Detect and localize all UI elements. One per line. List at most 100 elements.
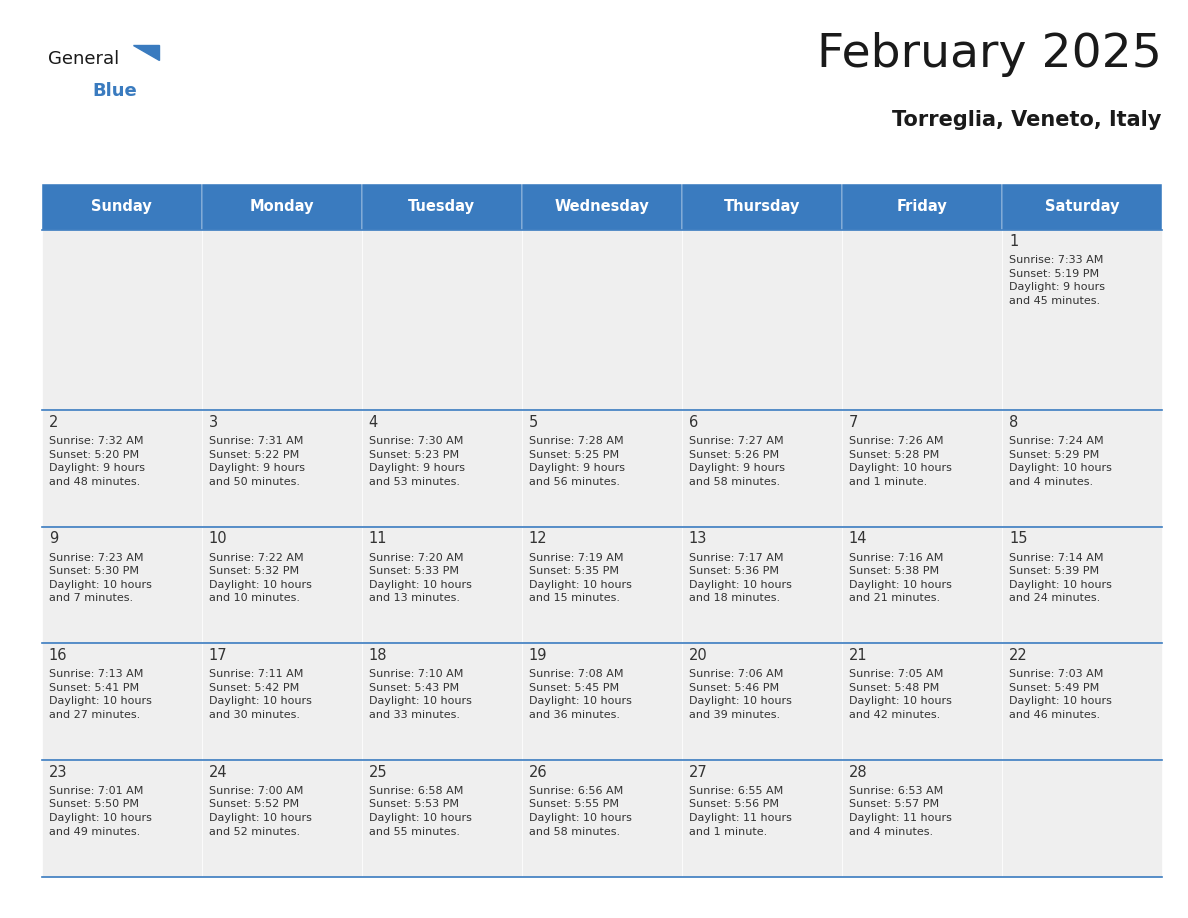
- Polygon shape: [133, 45, 159, 60]
- Text: 8: 8: [1009, 415, 1018, 430]
- Bar: [42, 644, 202, 760]
- Text: Blue: Blue: [93, 82, 138, 100]
- Bar: [522, 410, 682, 527]
- Bar: [522, 644, 682, 760]
- Bar: [202, 527, 361, 644]
- Bar: [0, 877, 1188, 918]
- Text: Sunrise: 7:19 AM
Sunset: 5:35 PM
Daylight: 10 hours
and 15 minutes.: Sunrise: 7:19 AM Sunset: 5:35 PM Dayligh…: [529, 553, 632, 603]
- Bar: [842, 527, 1001, 644]
- Bar: [842, 760, 1001, 877]
- Text: Sunrise: 7:33 AM
Sunset: 5:19 PM
Daylight: 9 hours
and 45 minutes.: Sunrise: 7:33 AM Sunset: 5:19 PM Dayligh…: [1009, 255, 1105, 306]
- Bar: [1001, 760, 1162, 877]
- Bar: [202, 410, 361, 527]
- Bar: [361, 184, 522, 230]
- Text: General: General: [48, 50, 119, 69]
- Text: Sunrise: 7:16 AM
Sunset: 5:38 PM
Daylight: 10 hours
and 21 minutes.: Sunrise: 7:16 AM Sunset: 5:38 PM Dayligh…: [849, 553, 952, 603]
- Text: 3: 3: [209, 415, 217, 430]
- Text: Sunrise: 7:26 AM
Sunset: 5:28 PM
Daylight: 10 hours
and 1 minute.: Sunrise: 7:26 AM Sunset: 5:28 PM Dayligh…: [849, 436, 952, 487]
- Bar: [202, 760, 361, 877]
- Bar: [682, 410, 842, 527]
- Bar: [361, 230, 522, 410]
- Bar: [842, 230, 1001, 410]
- Text: 2: 2: [49, 415, 58, 430]
- Bar: [42, 760, 202, 877]
- Bar: [522, 184, 682, 230]
- Text: Sunrise: 7:32 AM
Sunset: 5:20 PM
Daylight: 9 hours
and 48 minutes.: Sunrise: 7:32 AM Sunset: 5:20 PM Dayligh…: [49, 436, 145, 487]
- Bar: [522, 760, 682, 877]
- Text: Saturday: Saturday: [1044, 199, 1119, 214]
- Text: Sunrise: 7:17 AM
Sunset: 5:36 PM
Daylight: 10 hours
and 18 minutes.: Sunrise: 7:17 AM Sunset: 5:36 PM Dayligh…: [689, 553, 791, 603]
- Text: 12: 12: [529, 532, 548, 546]
- Text: Sunrise: 7:23 AM
Sunset: 5:30 PM
Daylight: 10 hours
and 7 minutes.: Sunrise: 7:23 AM Sunset: 5:30 PM Dayligh…: [49, 553, 152, 603]
- Text: Sunrise: 7:05 AM
Sunset: 5:48 PM
Daylight: 10 hours
and 42 minutes.: Sunrise: 7:05 AM Sunset: 5:48 PM Dayligh…: [849, 669, 952, 720]
- Text: 20: 20: [689, 648, 708, 663]
- Bar: [842, 644, 1001, 760]
- Text: 14: 14: [849, 532, 867, 546]
- Bar: [361, 527, 522, 644]
- Bar: [682, 184, 842, 230]
- Text: Sunrise: 7:00 AM
Sunset: 5:52 PM
Daylight: 10 hours
and 52 minutes.: Sunrise: 7:00 AM Sunset: 5:52 PM Dayligh…: [209, 786, 311, 836]
- Text: Sunrise: 7:14 AM
Sunset: 5:39 PM
Daylight: 10 hours
and 24 minutes.: Sunrise: 7:14 AM Sunset: 5:39 PM Dayligh…: [1009, 553, 1112, 603]
- Text: 18: 18: [368, 648, 387, 663]
- Text: 15: 15: [1009, 532, 1028, 546]
- Text: Friday: Friday: [897, 199, 947, 214]
- Text: 13: 13: [689, 532, 707, 546]
- Text: 27: 27: [689, 765, 708, 779]
- Bar: [202, 644, 361, 760]
- Text: 7: 7: [849, 415, 858, 430]
- Bar: [1001, 184, 1162, 230]
- Text: Sunrise: 7:24 AM
Sunset: 5:29 PM
Daylight: 10 hours
and 4 minutes.: Sunrise: 7:24 AM Sunset: 5:29 PM Dayligh…: [1009, 436, 1112, 487]
- Bar: [202, 184, 361, 230]
- Text: 5: 5: [529, 415, 538, 430]
- Text: Sunrise: 7:10 AM
Sunset: 5:43 PM
Daylight: 10 hours
and 33 minutes.: Sunrise: 7:10 AM Sunset: 5:43 PM Dayligh…: [368, 669, 472, 720]
- Text: February 2025: February 2025: [817, 32, 1162, 77]
- Text: 21: 21: [849, 648, 867, 663]
- Text: 10: 10: [209, 532, 227, 546]
- Bar: [361, 410, 522, 527]
- Bar: [522, 230, 682, 410]
- Bar: [42, 527, 202, 644]
- Text: 4: 4: [368, 415, 378, 430]
- Bar: [42, 410, 202, 527]
- Text: 1: 1: [1009, 234, 1018, 249]
- Bar: [42, 230, 202, 410]
- Text: Sunrise: 7:28 AM
Sunset: 5:25 PM
Daylight: 9 hours
and 56 minutes.: Sunrise: 7:28 AM Sunset: 5:25 PM Dayligh…: [529, 436, 625, 487]
- Bar: [522, 527, 682, 644]
- Bar: [682, 230, 842, 410]
- Text: 22: 22: [1009, 648, 1028, 663]
- Text: Thursday: Thursday: [723, 199, 800, 214]
- Text: Sunrise: 6:56 AM
Sunset: 5:55 PM
Daylight: 10 hours
and 58 minutes.: Sunrise: 6:56 AM Sunset: 5:55 PM Dayligh…: [529, 786, 632, 836]
- Text: 9: 9: [49, 532, 58, 546]
- Bar: [42, 184, 202, 230]
- Text: 24: 24: [209, 765, 227, 779]
- Text: 17: 17: [209, 648, 227, 663]
- Text: Sunrise: 7:03 AM
Sunset: 5:49 PM
Daylight: 10 hours
and 46 minutes.: Sunrise: 7:03 AM Sunset: 5:49 PM Dayligh…: [1009, 669, 1112, 720]
- Bar: [1001, 644, 1162, 760]
- Bar: [1001, 230, 1162, 410]
- Text: Sunrise: 7:11 AM
Sunset: 5:42 PM
Daylight: 10 hours
and 30 minutes.: Sunrise: 7:11 AM Sunset: 5:42 PM Dayligh…: [209, 669, 311, 720]
- Text: Monday: Monday: [249, 199, 314, 214]
- Text: 19: 19: [529, 648, 548, 663]
- Bar: [361, 760, 522, 877]
- Text: Sunrise: 6:58 AM
Sunset: 5:53 PM
Daylight: 10 hours
and 55 minutes.: Sunrise: 6:58 AM Sunset: 5:53 PM Dayligh…: [368, 786, 472, 836]
- Bar: [682, 527, 842, 644]
- Bar: [842, 410, 1001, 527]
- Text: Sunrise: 7:22 AM
Sunset: 5:32 PM
Daylight: 10 hours
and 10 minutes.: Sunrise: 7:22 AM Sunset: 5:32 PM Dayligh…: [209, 553, 311, 603]
- Text: 26: 26: [529, 765, 548, 779]
- Text: Sunrise: 7:08 AM
Sunset: 5:45 PM
Daylight: 10 hours
and 36 minutes.: Sunrise: 7:08 AM Sunset: 5:45 PM Dayligh…: [529, 669, 632, 720]
- Text: 6: 6: [689, 415, 699, 430]
- Text: Sunrise: 7:13 AM
Sunset: 5:41 PM
Daylight: 10 hours
and 27 minutes.: Sunrise: 7:13 AM Sunset: 5:41 PM Dayligh…: [49, 669, 152, 720]
- Text: Sunrise: 7:31 AM
Sunset: 5:22 PM
Daylight: 9 hours
and 50 minutes.: Sunrise: 7:31 AM Sunset: 5:22 PM Dayligh…: [209, 436, 305, 487]
- Text: Sunday: Sunday: [91, 199, 152, 214]
- Text: Wednesday: Wednesday: [555, 199, 649, 214]
- Bar: [682, 760, 842, 877]
- Text: Tuesday: Tuesday: [409, 199, 475, 214]
- Text: 16: 16: [49, 648, 68, 663]
- Text: Sunrise: 7:30 AM
Sunset: 5:23 PM
Daylight: 9 hours
and 53 minutes.: Sunrise: 7:30 AM Sunset: 5:23 PM Dayligh…: [368, 436, 465, 487]
- Text: 11: 11: [368, 532, 387, 546]
- Text: 28: 28: [849, 765, 867, 779]
- Text: Sunrise: 7:06 AM
Sunset: 5:46 PM
Daylight: 10 hours
and 39 minutes.: Sunrise: 7:06 AM Sunset: 5:46 PM Dayligh…: [689, 669, 791, 720]
- Text: Sunrise: 7:01 AM
Sunset: 5:50 PM
Daylight: 10 hours
and 49 minutes.: Sunrise: 7:01 AM Sunset: 5:50 PM Dayligh…: [49, 786, 152, 836]
- Bar: [1001, 527, 1162, 644]
- Text: 25: 25: [368, 765, 387, 779]
